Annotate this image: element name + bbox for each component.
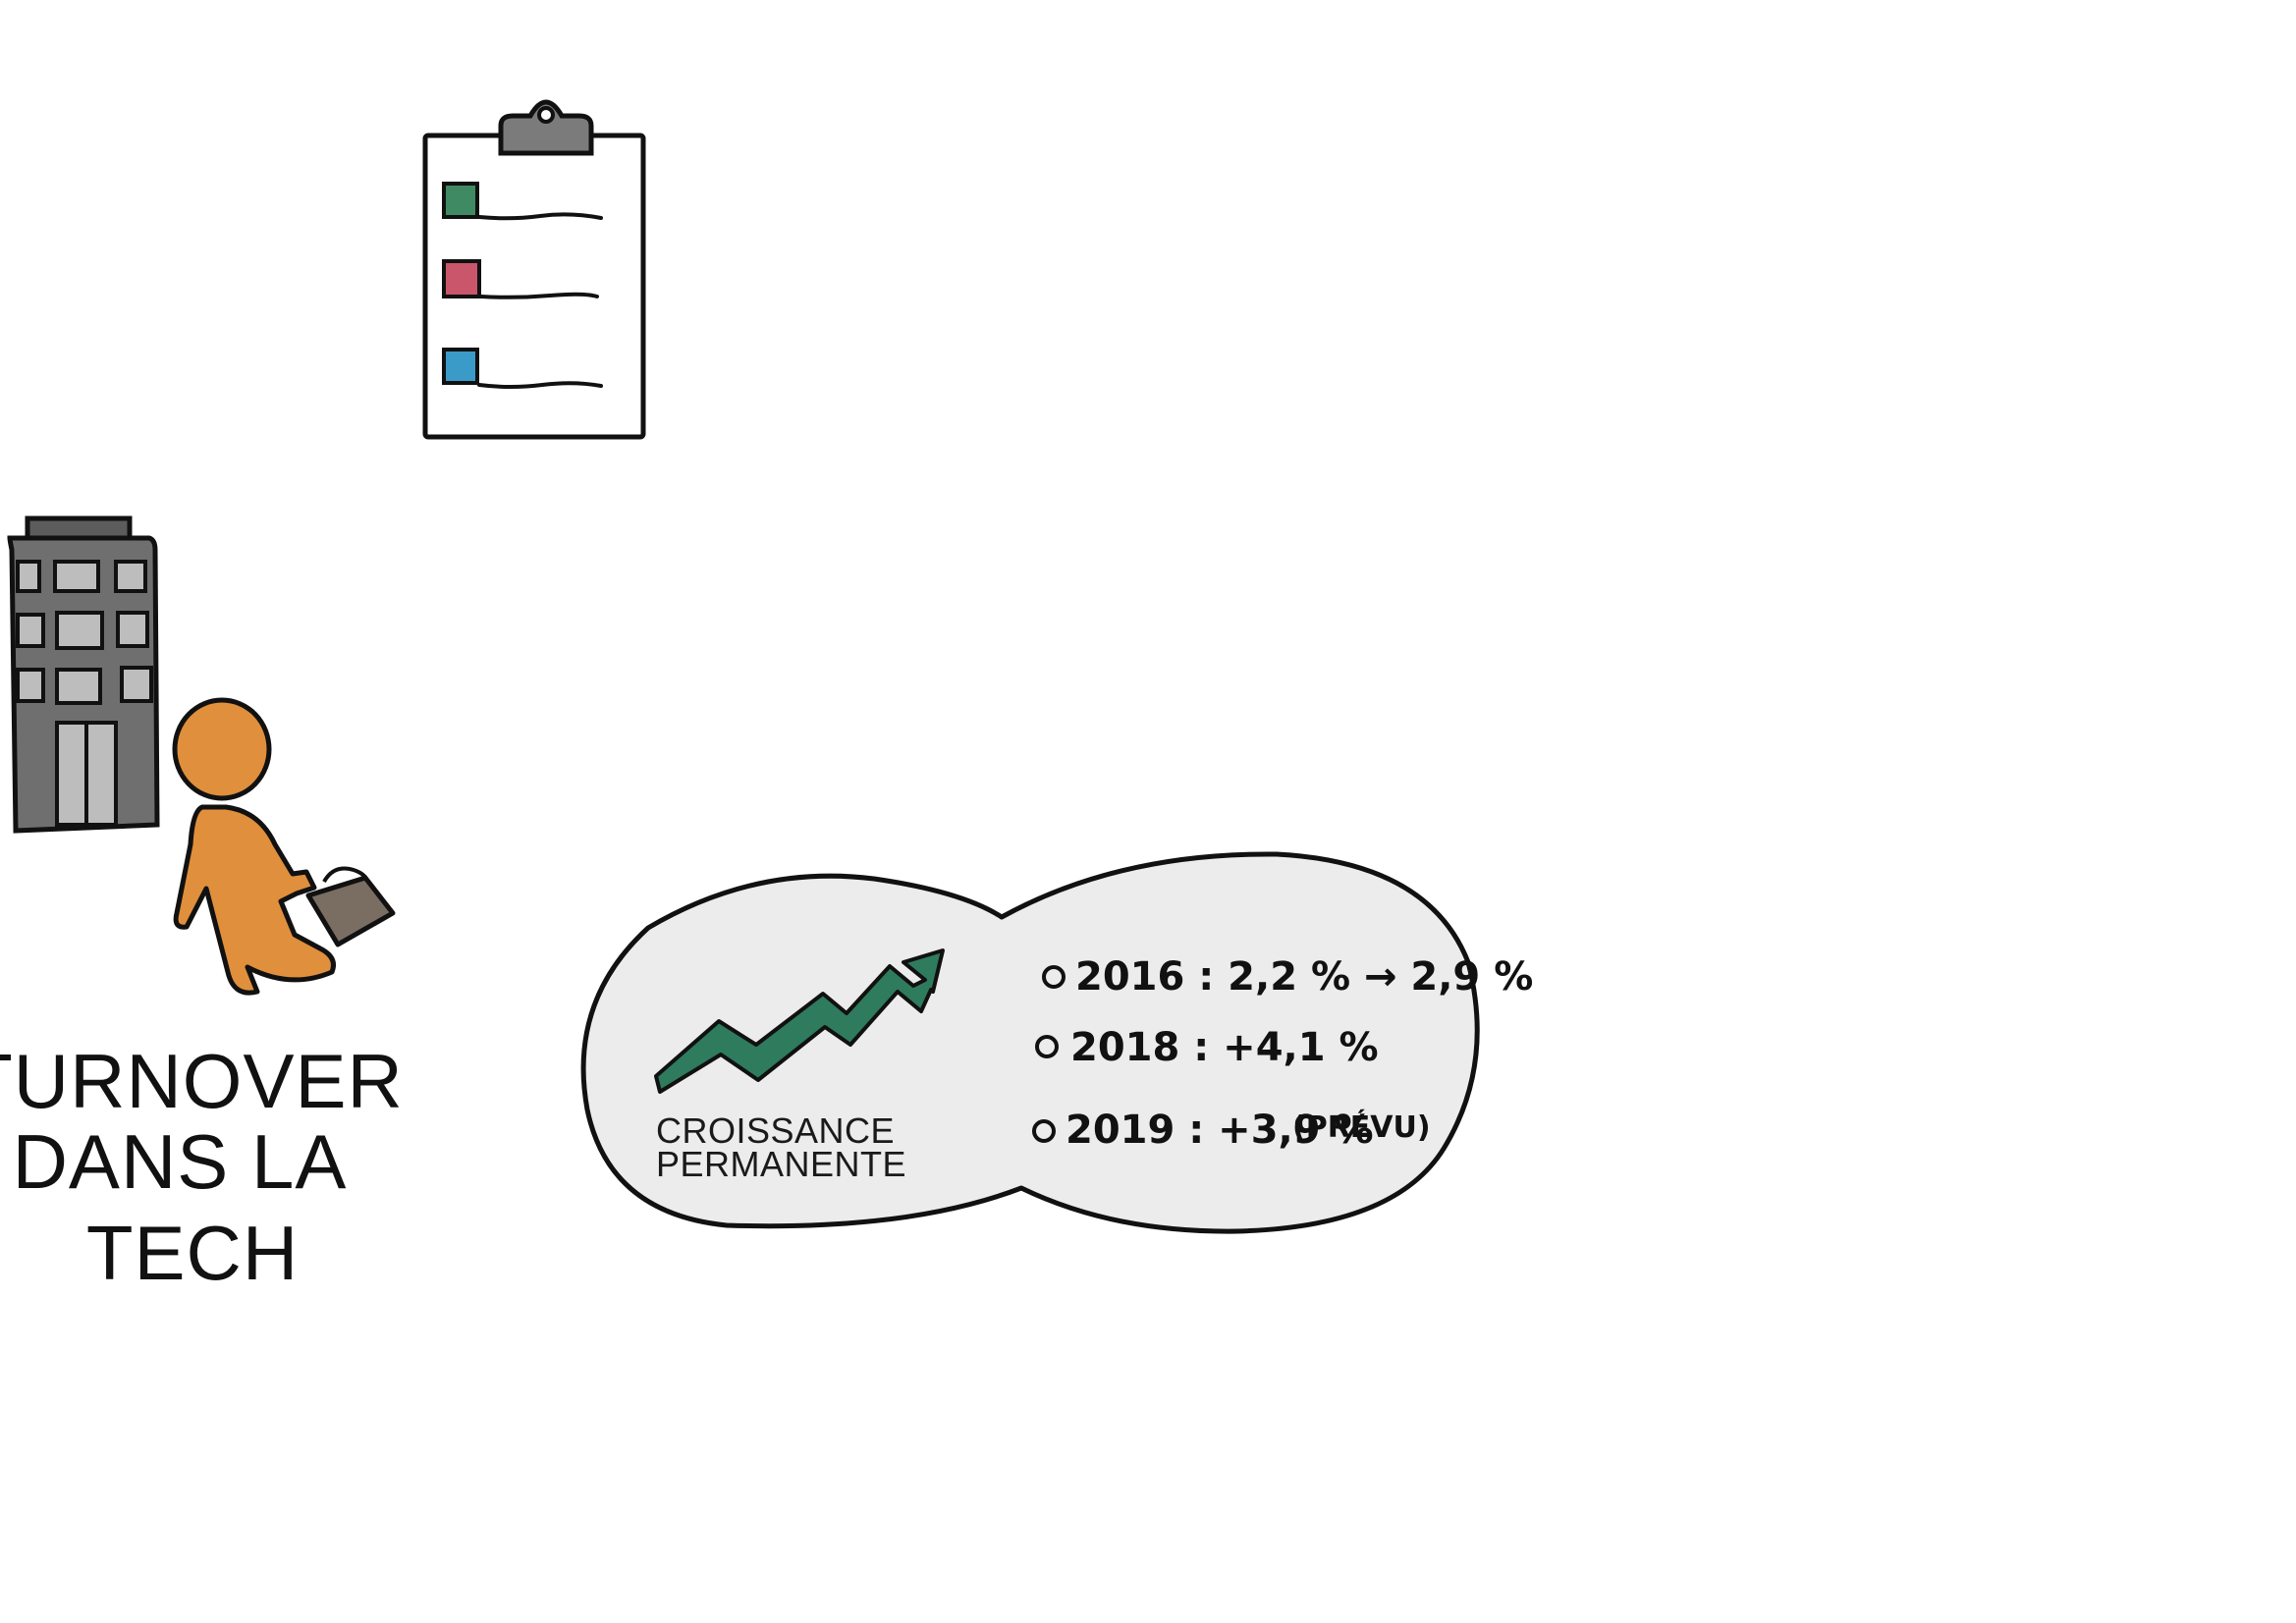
bullet — [1035, 1035, 1059, 1058]
stat-2018: 2018 : +4,1 % — [1070, 1025, 1379, 1070]
trend-arrow-icon — [654, 948, 945, 1094]
checkbox-red — [442, 259, 481, 298]
title-block: TURNOVER DANS LA TECH — [0, 1038, 404, 1296]
stat-2019-note: (PRÉVU) — [1292, 1109, 1431, 1145]
clipboard-checklist-icon — [422, 99, 646, 440]
growth-bubble: CROISSANCE PERMANENTE 2016 : 2,2 % → 2,9… — [580, 851, 1533, 1234]
bullet — [1042, 965, 1066, 989]
office-building-icon — [7, 515, 160, 834]
briefcase-icon — [305, 866, 396, 947]
checkbox-blue — [442, 348, 479, 385]
title-line-2: DANS LA — [13, 1118, 348, 1205]
stat-2016: 2016 : 2,2 % → 2,9 % — [1075, 954, 1533, 1000]
title-line-3: TECH — [86, 1210, 299, 1296]
bullet — [1032, 1119, 1056, 1143]
walking-person-icon — [172, 697, 396, 996]
checkbox-green — [442, 182, 479, 219]
growth-label-line-1: CROISSANCE — [656, 1110, 895, 1151]
growth-label-line-2: PERMANENTE — [656, 1144, 906, 1184]
stat-2019: 2019 : +3,9 % — [1066, 1108, 1374, 1153]
title-line-1: TURNOVER — [0, 1038, 404, 1124]
